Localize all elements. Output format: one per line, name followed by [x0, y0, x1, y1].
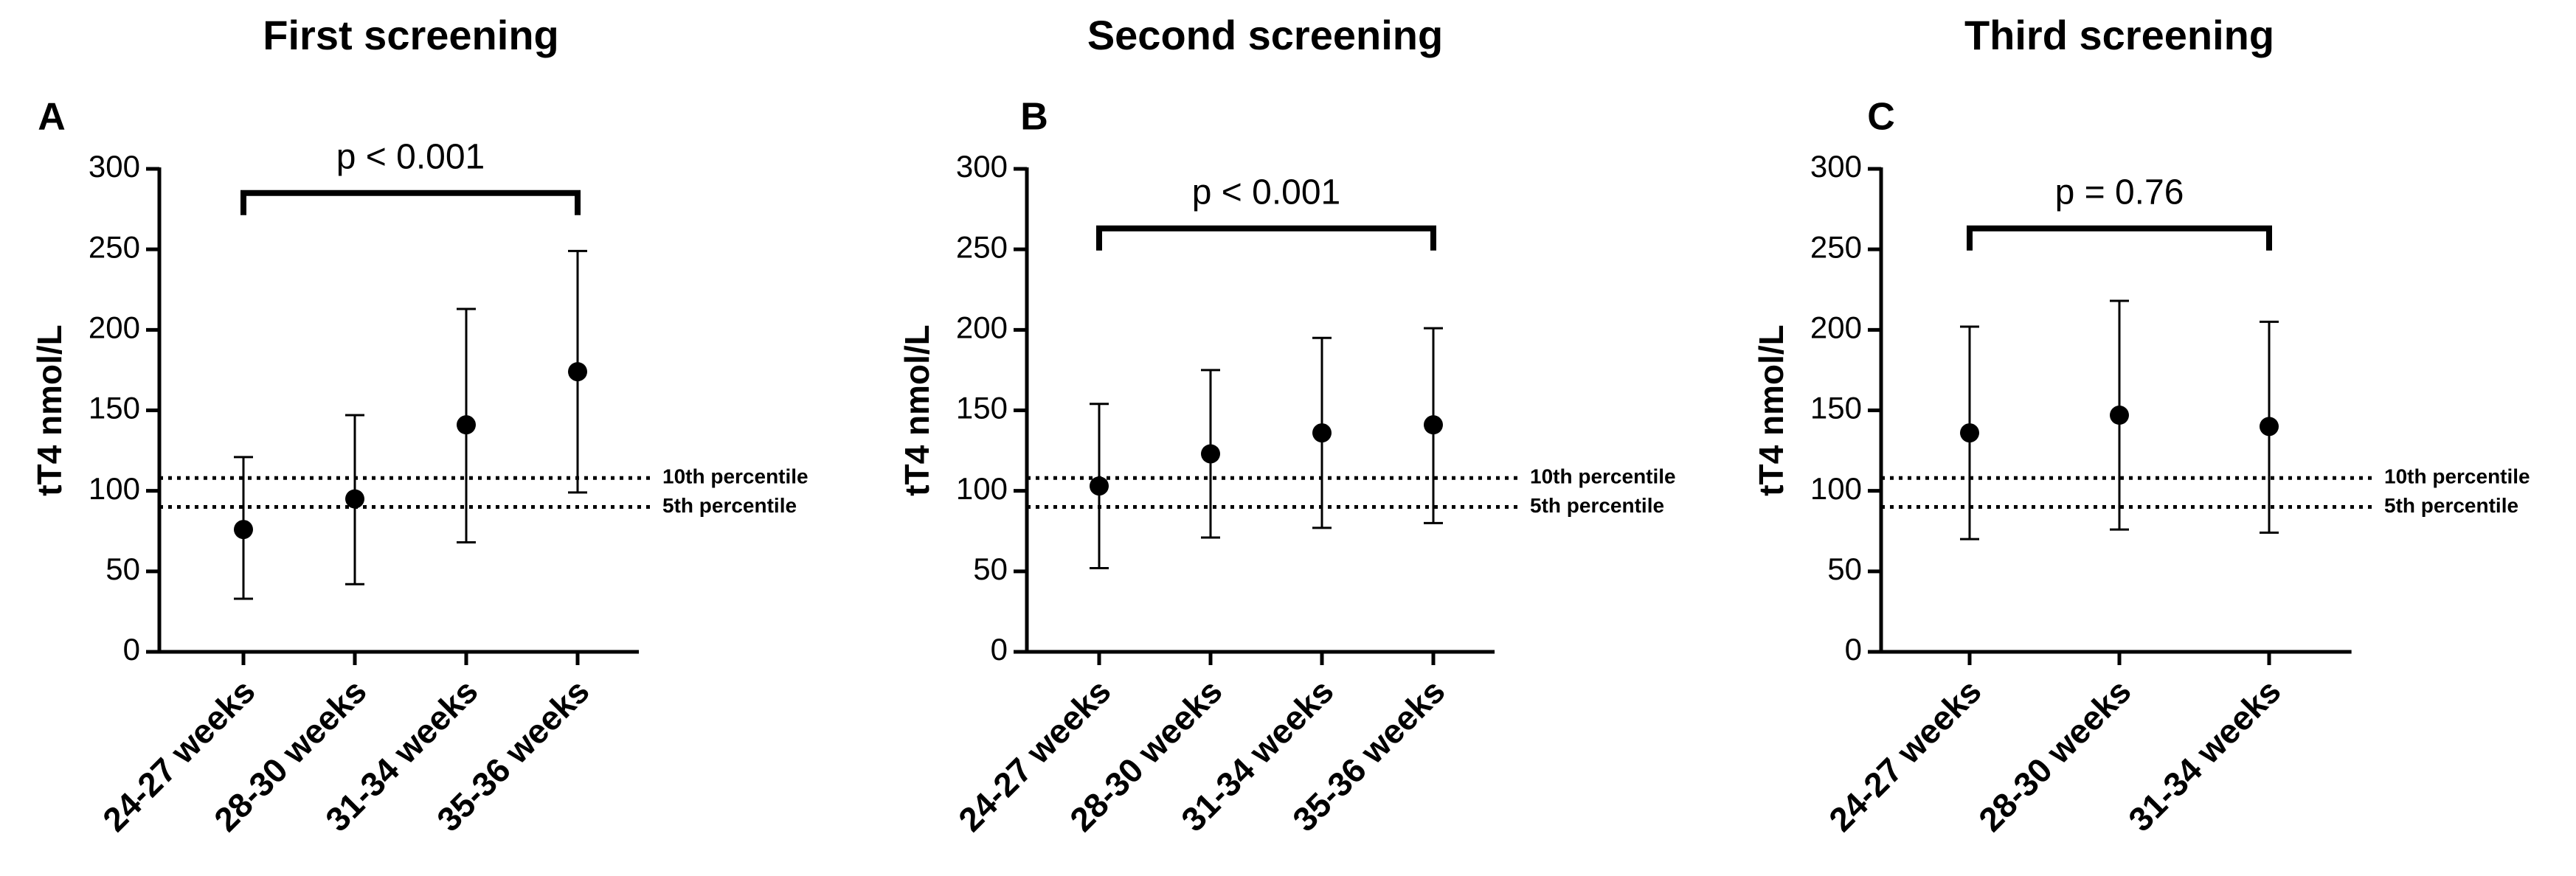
y-tick-label: 250: [1810, 229, 1862, 264]
y-tick-label: 50: [973, 552, 1008, 586]
x-tick-label: 24-27 weeks: [1821, 672, 1989, 839]
mean-point: [1424, 415, 1443, 435]
mean-point: [1090, 476, 1109, 496]
y-tick-label: 0: [1845, 632, 1862, 667]
p-value: p < 0.001: [336, 137, 485, 176]
y-axis-label: tT4 nmol/L: [30, 324, 69, 496]
mean-point: [1312, 423, 1332, 443]
reference-label: 5th percentile: [2384, 494, 2518, 517]
y-axis-label: tT4 nmol/L: [898, 324, 936, 496]
significance-bracket: [240, 190, 581, 215]
y-tick-label: 250: [956, 229, 1008, 264]
chart-title: First screening: [263, 12, 558, 58]
p-value: p = 0.76: [2055, 173, 2184, 212]
mean-point: [1201, 444, 1220, 464]
y-tick-label: 300: [1810, 149, 1862, 184]
reference-label: 5th percentile: [662, 494, 797, 517]
y-tick-label: 150: [89, 391, 140, 425]
panel-label: C: [1867, 96, 1895, 139]
mean-point: [2110, 406, 2129, 425]
y-tick-label: 250: [89, 229, 140, 264]
chart-title: Second screening: [1087, 12, 1443, 58]
y-tick-label: 150: [1810, 391, 1862, 425]
x-tick-label: 31-34 weeks: [2121, 672, 2288, 839]
y-tick-label: 200: [1810, 310, 1862, 344]
chart-title: Third screening: [1964, 12, 2274, 58]
panel-label: B: [1020, 96, 1048, 139]
reference-label: 10th percentile: [662, 465, 809, 488]
mean-point: [234, 520, 253, 540]
y-tick-label: 100: [1810, 471, 1862, 506]
y-tick-label: 300: [89, 149, 140, 184]
significance-bracket: [1967, 225, 2272, 251]
y-tick-label: 100: [956, 471, 1008, 506]
panel-label: A: [38, 96, 66, 139]
x-tick-label: 28-30 weeks: [1971, 672, 2139, 839]
y-tick-label: 50: [105, 552, 140, 586]
reference-label: 5th percentile: [1530, 494, 1664, 517]
mean-point: [345, 489, 364, 509]
mean-point: [457, 415, 476, 435]
y-tick-label: 0: [123, 632, 140, 667]
y-tick-label: 200: [89, 310, 140, 344]
p-value: p < 0.001: [1192, 173, 1341, 212]
y-tick-label: 200: [956, 310, 1008, 344]
mean-point: [2260, 417, 2279, 437]
mean-point: [568, 362, 587, 382]
mean-point: [1960, 423, 1979, 443]
y-axis-label: tT4 nmol/L: [1752, 324, 1790, 496]
y-tick-label: 100: [89, 471, 140, 506]
y-tick-label: 150: [956, 391, 1008, 425]
y-tick-label: 300: [956, 149, 1008, 184]
significance-bracket: [1096, 225, 1436, 251]
reference-label: 10th percentile: [2384, 465, 2530, 488]
y-tick-label: 0: [991, 632, 1008, 667]
y-tick-label: 50: [1827, 552, 1862, 586]
reference-label: 10th percentile: [1530, 465, 1676, 488]
